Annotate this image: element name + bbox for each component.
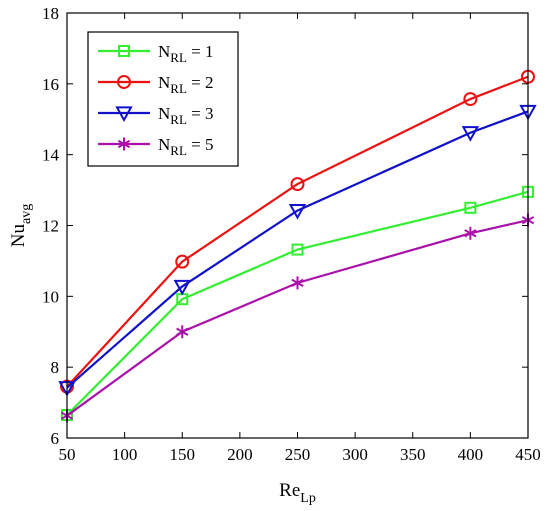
x-tick-label: 300 bbox=[342, 445, 368, 464]
y-tick-label: 18 bbox=[42, 4, 59, 23]
y-tick-label: 10 bbox=[42, 287, 59, 306]
asterisk-marker bbox=[464, 226, 477, 240]
series-2 bbox=[60, 69, 535, 394]
asterisk-marker bbox=[291, 276, 304, 290]
circle-marker bbox=[290, 177, 305, 192]
y-tick-label: 12 bbox=[42, 217, 59, 236]
triangle-marker bbox=[461, 126, 480, 142]
x-axis-title-base: Re bbox=[279, 480, 300, 501]
asterisk-marker bbox=[176, 325, 189, 339]
legend-label: NRL = 5 bbox=[158, 135, 214, 158]
axes-layer: 50 100 150 200 250 300 350 400 450 6 8 10 12 14 16 18 bbox=[42, 4, 541, 464]
y-tick-label: 8 bbox=[51, 358, 60, 377]
y-tick-label: 14 bbox=[42, 146, 60, 165]
y-axis-title-base: Nu bbox=[8, 224, 29, 248]
circle-marker bbox=[175, 254, 190, 269]
x-tick-label: 250 bbox=[285, 445, 311, 464]
series-line bbox=[66, 190, 529, 416]
triangle-marker bbox=[288, 204, 307, 220]
triangle-marker bbox=[173, 279, 191, 296]
y-axis-title: Nuavg bbox=[8, 204, 34, 247]
x-tick-label: 50 bbox=[59, 445, 76, 464]
square-marker bbox=[291, 243, 304, 256]
legend-label: NRL = 1 bbox=[158, 42, 214, 65]
legend: NRL = 1 NRL = 2 NRL = 3 NRL = 5 bbox=[87, 31, 239, 167]
asterisk-marker bbox=[117, 137, 131, 151]
legend-label: NRL = 3 bbox=[158, 104, 214, 127]
x-axis-title-sub: Lp bbox=[300, 491, 316, 506]
y-tick-label: 16 bbox=[42, 75, 59, 94]
legend-item: NRL = 1 bbox=[98, 42, 214, 65]
y-tick-label: 6 bbox=[51, 429, 60, 448]
y-axis-title-sub: avg bbox=[19, 204, 34, 224]
legend-item: NRL = 3 bbox=[98, 104, 214, 127]
square-marker bbox=[464, 201, 477, 214]
square-marker bbox=[118, 45, 130, 57]
circle-marker bbox=[463, 92, 478, 107]
x-tick-label: 350 bbox=[400, 445, 426, 464]
x-tick-label: 450 bbox=[515, 445, 541, 464]
series-1 bbox=[61, 185, 534, 421]
legend-item: NRL = 5 bbox=[98, 135, 214, 158]
triangle-marker bbox=[115, 106, 133, 123]
circle-marker bbox=[117, 75, 131, 89]
series-line bbox=[66, 75, 529, 388]
series-line bbox=[66, 110, 529, 389]
x-tick-label: 200 bbox=[227, 445, 253, 464]
legend-item: NRL = 2 bbox=[98, 73, 214, 96]
x-tick-label: 150 bbox=[170, 445, 196, 464]
legend-label: NRL = 2 bbox=[158, 73, 214, 96]
x-tick-label: 400 bbox=[458, 445, 484, 464]
x-tick-label: 100 bbox=[112, 445, 138, 464]
x-axis-title: ReLp bbox=[279, 480, 316, 506]
